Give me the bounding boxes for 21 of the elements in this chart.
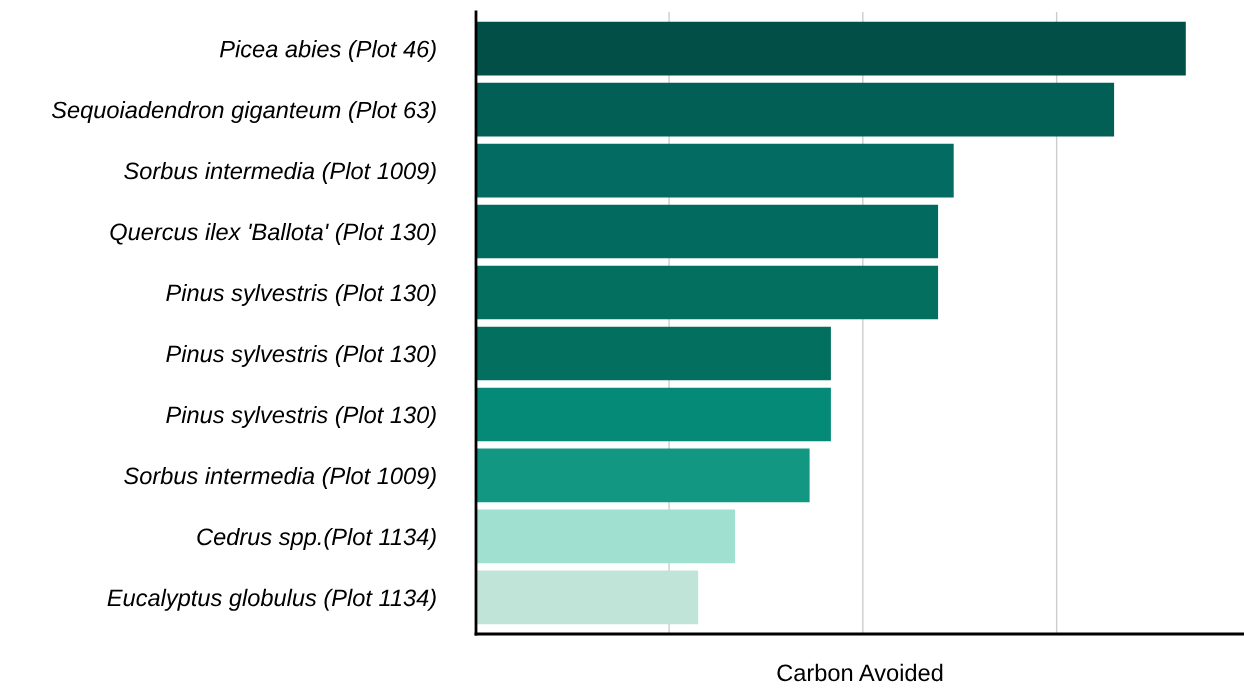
bar: [476, 21, 1186, 76]
y-tick-label: Sorbus intermedia (Plot 1009): [124, 466, 436, 489]
y-tick-label: Pinus sylvestris (Plot 130): [166, 283, 436, 306]
bar: [476, 570, 699, 625]
bar: [476, 265, 939, 320]
bar: [476, 204, 939, 259]
y-tick-label: Pinus sylvestris (Plot 130): [166, 344, 436, 367]
y-tick-label: Cedrus spp.(Plot 1134): [197, 527, 436, 550]
bar: [476, 387, 831, 442]
bar: [476, 509, 736, 564]
bar: [476, 82, 1115, 137]
y-tick-label: Pinus sylvestris (Plot 130): [166, 405, 436, 428]
bar: [476, 326, 831, 381]
y-tick-label: Eucalyptus globulus (Plot 1134): [107, 588, 436, 611]
y-tick-label: Sequoiadendron giganteum (Plot 63): [51, 101, 436, 124]
y-tick-label: Sorbus intermedia (Plot 1009): [124, 161, 436, 184]
x-axis-title: Carbon Avoided: [777, 663, 943, 682]
y-tick-label: Quercus ilex 'Ballota' (Plot 130): [110, 222, 436, 245]
bar: [476, 143, 954, 198]
y-tick-label: Picea abies (Plot 46): [219, 40, 436, 63]
bar: [476, 448, 810, 503]
